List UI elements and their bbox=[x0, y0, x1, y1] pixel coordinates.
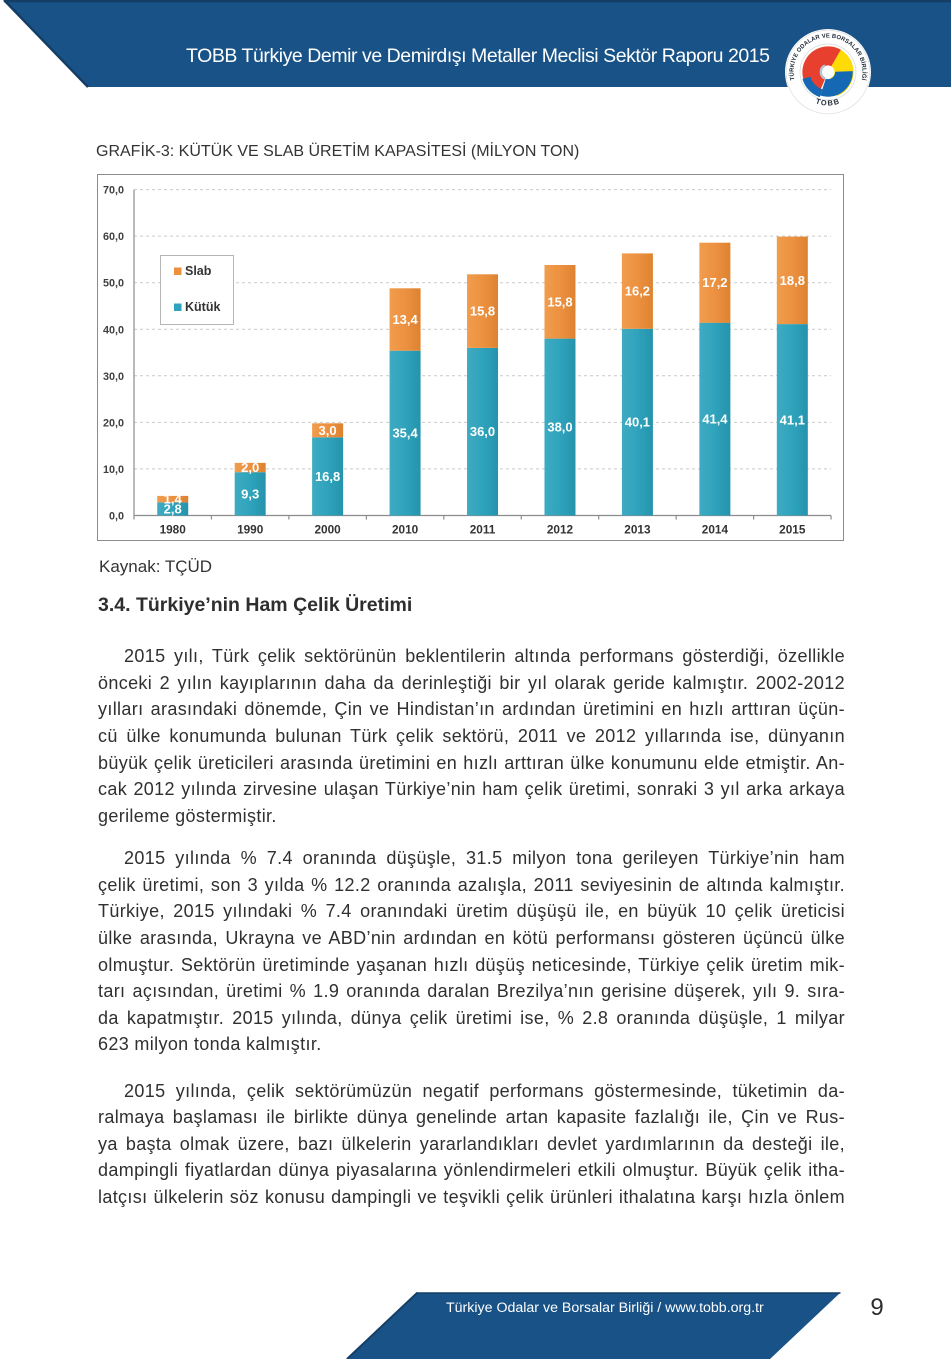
svg-text:1,4: 1,4 bbox=[164, 492, 183, 507]
svg-text:2015: 2015 bbox=[779, 523, 806, 537]
svg-text:2012: 2012 bbox=[547, 523, 574, 537]
svg-text:15,8: 15,8 bbox=[470, 304, 495, 319]
svg-text:2,8: 2,8 bbox=[164, 502, 182, 517]
svg-text:9,3: 9,3 bbox=[241, 486, 259, 501]
svg-text:50,0: 50,0 bbox=[103, 278, 124, 290]
svg-text:Slab: Slab bbox=[185, 264, 212, 278]
svg-text:70,0: 70,0 bbox=[103, 185, 124, 197]
svg-text:60,0: 60,0 bbox=[103, 231, 124, 243]
svg-text:1980: 1980 bbox=[160, 523, 187, 537]
svg-text:30,0: 30,0 bbox=[103, 371, 124, 383]
svg-text:2011: 2011 bbox=[470, 523, 496, 537]
svg-text:16,8: 16,8 bbox=[315, 469, 340, 484]
svg-text:40,0: 40,0 bbox=[103, 324, 124, 336]
svg-text:2,0: 2,0 bbox=[241, 460, 259, 475]
svg-text:13,4: 13,4 bbox=[392, 312, 418, 327]
svg-text:20,0: 20,0 bbox=[103, 417, 124, 429]
svg-text:41,1: 41,1 bbox=[780, 412, 805, 427]
svg-text:2013: 2013 bbox=[624, 523, 651, 537]
svg-text:40,1: 40,1 bbox=[625, 415, 650, 430]
svg-text:TOBB: TOBB bbox=[815, 96, 842, 107]
svg-text:38,0: 38,0 bbox=[547, 420, 572, 435]
svg-text:16,2: 16,2 bbox=[625, 284, 650, 299]
svg-text:Kütük: Kütük bbox=[185, 300, 220, 314]
svg-text:2014: 2014 bbox=[702, 523, 729, 537]
svg-text:10,0: 10,0 bbox=[103, 464, 124, 476]
svg-text:36,0: 36,0 bbox=[470, 424, 495, 439]
svg-text:3,0: 3,0 bbox=[319, 423, 337, 438]
svg-text:41,4: 41,4 bbox=[702, 412, 728, 427]
svg-text:1990: 1990 bbox=[237, 523, 264, 537]
svg-text:2000: 2000 bbox=[314, 523, 341, 537]
svg-text:35,4: 35,4 bbox=[392, 426, 418, 441]
svg-text:17,2: 17,2 bbox=[702, 275, 727, 290]
svg-text:2010: 2010 bbox=[392, 523, 419, 537]
svg-text:18,8: 18,8 bbox=[780, 273, 805, 288]
svg-text:15,8: 15,8 bbox=[547, 294, 572, 309]
svg-text:0,0: 0,0 bbox=[109, 511, 124, 523]
